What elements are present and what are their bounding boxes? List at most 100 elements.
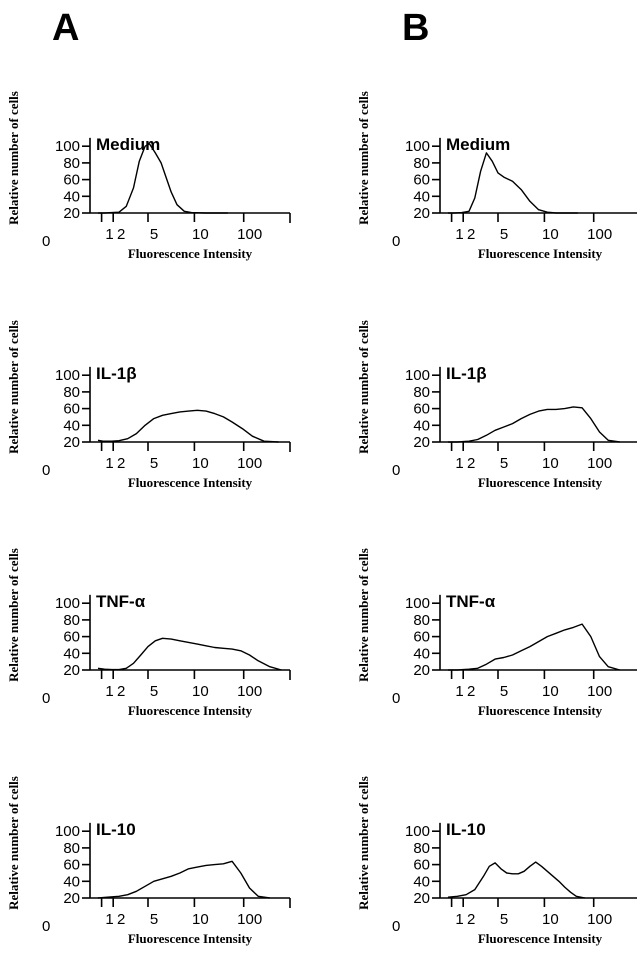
panel-5-y-tick-label: 80 xyxy=(63,612,80,629)
panel-3-x-tick-label: 5 xyxy=(150,455,158,472)
panel-2-histogram-line xyxy=(448,152,578,214)
panel-3-y-tick-label: 20 xyxy=(63,434,80,451)
panel-4-histogram-line xyxy=(448,406,620,443)
panel-7-y-tick-label: 100 xyxy=(55,823,80,840)
panel-7-title: IL-10 xyxy=(96,820,136,839)
panel-8-x-tick-label: 10 xyxy=(542,911,559,928)
panel-4-y-tick-label: 60 xyxy=(413,401,430,418)
panel-6-y-label: Relative number of cells xyxy=(356,548,371,682)
panel-1-histogram-line xyxy=(98,143,228,214)
panel-5-x-tick-label: 10 xyxy=(192,683,209,700)
panel-6-y-tick-label: 100 xyxy=(405,595,430,612)
panel-6-y-tick-label: 20 xyxy=(413,662,430,679)
panel-2-y-tick-label: 80 xyxy=(413,155,430,172)
panel-5-x-tick-label: 1 xyxy=(105,683,113,700)
panel-7-y-tick-label: 20 xyxy=(63,890,80,907)
panel-5-title: TNF-α xyxy=(96,592,146,611)
panel-6-y-tick-label: 40 xyxy=(413,645,430,662)
panel-2-y-tick-label: 40 xyxy=(413,188,430,205)
panel-7-x-tick-label: 100 xyxy=(237,911,262,928)
panel-2-y-label: Relative number of cells xyxy=(356,91,371,225)
panel-8-y-tick-label: 0 xyxy=(392,918,400,935)
panel-1-x-tick-label: 2 xyxy=(117,226,125,243)
panel-letter-b: B xyxy=(402,7,429,49)
panel-1-y-tick-label: 80 xyxy=(63,155,80,172)
panel-4-x-tick-label: 1 xyxy=(455,455,463,472)
panel-8-x-tick-label: 1 xyxy=(455,911,463,928)
panel-8-y-tick-label: 40 xyxy=(413,873,430,890)
panel-4-x-tick-label: 2 xyxy=(467,455,475,472)
panel-8-y-tick-label: 100 xyxy=(405,823,430,840)
panel-2-x-tick-label: 100 xyxy=(587,226,612,243)
panel-3-y-tick-label: 100 xyxy=(55,367,80,384)
panel-5-x-tick-label: 100 xyxy=(237,683,262,700)
panel-4-y-tick-label: 0 xyxy=(392,462,400,479)
panel-1-y-tick-label: 20 xyxy=(63,205,80,222)
panel-4-y-label: Relative number of cells xyxy=(356,320,371,454)
panel-7-y-tick-label: 0 xyxy=(42,918,50,935)
panel-3-title: IL-1β xyxy=(96,364,137,383)
panel-1-y-tick-label: 100 xyxy=(55,138,80,155)
panel-7-x-tick-label: 1 xyxy=(105,911,113,928)
panel-2-x-label: Fluorescence Intensity xyxy=(478,246,603,261)
panel-1-x-tick-label: 1 xyxy=(105,226,113,243)
panel-6-x-tick-label: 10 xyxy=(542,683,559,700)
panel-7-x-tick-label: 5 xyxy=(150,911,158,928)
panel-3-x-tick-label: 100 xyxy=(237,455,262,472)
panel-6-y-tick-label: 60 xyxy=(413,629,430,646)
panel-8-y-tick-label: 20 xyxy=(413,890,430,907)
panel-2-y-tick-label: 100 xyxy=(405,138,430,155)
panel-3-x-tick-label: 1 xyxy=(105,455,113,472)
panel-7-y-tick-label: 60 xyxy=(63,857,80,874)
panel-6-histogram-line xyxy=(448,623,620,671)
panel-2-x-tick-label: 1 xyxy=(455,226,463,243)
panel-1-x-label: Fluorescence Intensity xyxy=(128,246,253,261)
panel-1-y-label: Relative number of cells xyxy=(6,91,21,225)
panel-2-x-tick-label: 2 xyxy=(467,226,475,243)
panel-3-y-label: Relative number of cells xyxy=(6,320,21,454)
panel-2-y-tick-label: 60 xyxy=(413,172,430,189)
panel-6-y-tick-label: 80 xyxy=(413,612,430,629)
panel-4-y-tick-label: 40 xyxy=(413,417,430,434)
panel-5-x-tick-label: 2 xyxy=(117,683,125,700)
panel-1-y-tick-label: 0 xyxy=(42,233,50,250)
panel-7-y-tick-label: 40 xyxy=(63,873,80,890)
panel-6-x-tick-label: 2 xyxy=(467,683,475,700)
panel-8-x-tick-label: 5 xyxy=(500,911,508,928)
panel-3-histogram-line xyxy=(97,409,279,443)
panel-6-x-tick-label: 5 xyxy=(500,683,508,700)
panel-2-y-tick-label: 0 xyxy=(392,233,400,250)
panel-2-title: Medium xyxy=(446,135,510,154)
panel-5-y-label: Relative number of cells xyxy=(6,548,21,682)
panel-3-x-label: Fluorescence Intensity xyxy=(128,475,253,490)
panel-7-y-label: Relative number of cells xyxy=(6,776,21,910)
panel-4-x-tick-label: 5 xyxy=(500,455,508,472)
panel-6-y-tick-label: 0 xyxy=(392,690,400,707)
panel-4-title: IL-1β xyxy=(446,364,487,383)
panel-4-y-tick-label: 80 xyxy=(413,384,430,401)
panel-1-y-tick-label: 40 xyxy=(63,188,80,205)
panel-4-x-tick-label: 10 xyxy=(542,455,559,472)
panel-8-x-tick-label: 100 xyxy=(587,911,612,928)
panel-3-y-tick-label: 0 xyxy=(42,462,50,479)
panel-5-y-tick-label: 40 xyxy=(63,645,80,662)
panel-8-x-label: Fluorescence Intensity xyxy=(478,931,603,946)
panel-8-y-label: Relative number of cells xyxy=(356,776,371,910)
panel-7-y-tick-label: 80 xyxy=(63,840,80,857)
panel-7-x-tick-label: 10 xyxy=(192,911,209,928)
panel-5-y-tick-label: 20 xyxy=(63,662,80,679)
panel-5-x-label: Fluorescence Intensity xyxy=(128,703,253,718)
panel-7-x-label: Fluorescence Intensity xyxy=(128,931,253,946)
panel-1-x-tick-label: 10 xyxy=(192,226,209,243)
panel-6-x-label: Fluorescence Intensity xyxy=(478,703,603,718)
panel-letter-a: A xyxy=(52,7,79,49)
panel-1-x-tick-label: 5 xyxy=(150,226,158,243)
panel-4-x-label: Fluorescence Intensity xyxy=(478,475,603,490)
panel-3-x-tick-label: 2 xyxy=(117,455,125,472)
panel-4-y-tick-label: 20 xyxy=(413,434,430,451)
panel-6-x-tick-label: 1 xyxy=(455,683,463,700)
panel-5-histogram-line xyxy=(97,637,282,671)
panel-3-y-tick-label: 60 xyxy=(63,401,80,418)
panel-1-y-tick-label: 60 xyxy=(63,172,80,189)
panel-3-x-tick-label: 10 xyxy=(192,455,209,472)
